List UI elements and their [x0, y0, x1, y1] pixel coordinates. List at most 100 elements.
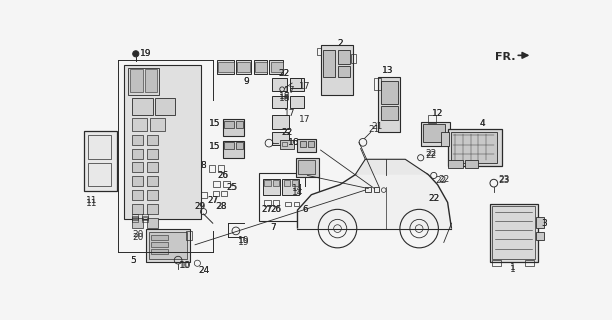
Bar [269, 60, 283, 74]
Bar [151, 242, 168, 247]
Bar [146, 229, 190, 262]
Bar [272, 132, 289, 145]
Text: 5: 5 [130, 256, 136, 265]
Bar [323, 50, 335, 77]
Text: 15: 15 [209, 119, 221, 128]
Text: 14: 14 [292, 184, 303, 193]
Bar [124, 65, 201, 219]
Bar [300, 141, 306, 147]
Bar [321, 44, 353, 95]
Bar [132, 148, 143, 158]
Bar [132, 135, 143, 145]
Text: 3: 3 [541, 219, 547, 228]
Bar [132, 204, 143, 214]
Text: 22: 22 [282, 128, 293, 137]
Text: 21: 21 [371, 123, 382, 132]
Text: 10: 10 [179, 261, 190, 270]
Text: 27: 27 [207, 196, 218, 204]
Text: 6: 6 [302, 205, 308, 214]
Bar [536, 232, 544, 240]
Text: 18: 18 [278, 94, 290, 103]
Bar [381, 81, 398, 104]
Bar [147, 204, 158, 214]
Text: 25: 25 [226, 182, 237, 191]
Text: 22: 22 [425, 151, 436, 160]
Bar [292, 180, 298, 186]
Bar [88, 163, 111, 186]
Text: 9: 9 [243, 77, 248, 86]
Bar [447, 160, 463, 168]
Bar [236, 121, 243, 128]
Bar [272, 78, 288, 91]
Text: 20: 20 [132, 230, 144, 239]
Text: 22: 22 [278, 68, 290, 77]
Text: 12: 12 [432, 109, 443, 118]
Bar [490, 204, 538, 262]
Bar [132, 214, 138, 219]
Text: 22: 22 [428, 194, 439, 203]
Bar [450, 132, 497, 163]
Text: 5: 5 [130, 256, 136, 265]
Text: 19: 19 [140, 49, 152, 58]
Text: 11: 11 [86, 199, 98, 208]
Text: 2: 2 [337, 38, 343, 47]
Text: 9: 9 [243, 77, 248, 86]
Bar [132, 176, 143, 186]
Polygon shape [297, 165, 452, 228]
Bar [201, 192, 207, 198]
Text: 22: 22 [428, 194, 439, 203]
Bar [272, 116, 289, 129]
Bar [289, 78, 304, 91]
Bar [149, 232, 187, 259]
Text: 2: 2 [337, 38, 343, 47]
Text: 23: 23 [498, 176, 510, 185]
Bar [213, 191, 219, 196]
Bar [218, 165, 225, 172]
Text: 4: 4 [479, 119, 485, 128]
Text: 1: 1 [510, 263, 516, 272]
Text: 27: 27 [261, 205, 272, 214]
Bar [297, 139, 316, 152]
Text: 24: 24 [198, 267, 209, 276]
Bar [147, 218, 158, 228]
Bar [338, 66, 350, 77]
Text: 21: 21 [369, 125, 380, 134]
Bar [213, 181, 220, 187]
Bar [465, 160, 479, 168]
Text: 26: 26 [217, 171, 228, 180]
Bar [147, 176, 158, 186]
Bar [223, 119, 244, 136]
Text: 17: 17 [284, 109, 296, 118]
Bar [536, 217, 544, 228]
Bar [491, 260, 501, 266]
Bar [155, 99, 175, 116]
Bar [441, 132, 449, 146]
Bar [150, 118, 165, 131]
Bar [289, 96, 304, 108]
Text: 17: 17 [299, 82, 311, 91]
Bar [365, 187, 371, 192]
Bar [128, 68, 159, 95]
Text: 13: 13 [382, 66, 394, 75]
Bar [264, 200, 271, 206]
Bar [375, 187, 379, 192]
Text: 26: 26 [271, 205, 282, 214]
Bar [283, 180, 289, 186]
Text: 22: 22 [438, 175, 449, 184]
Bar [132, 162, 143, 172]
Bar [259, 173, 319, 221]
Bar [375, 78, 381, 90]
Text: 24: 24 [198, 267, 209, 276]
Bar [132, 215, 138, 220]
Bar [308, 141, 315, 147]
Text: 13: 13 [382, 66, 394, 75]
Bar [381, 106, 398, 120]
Text: 11: 11 [86, 196, 98, 204]
Bar [264, 180, 271, 186]
Text: 23: 23 [498, 175, 510, 184]
Bar [88, 135, 111, 158]
Text: 7: 7 [270, 222, 276, 232]
Text: 19: 19 [238, 236, 249, 245]
Text: 27: 27 [207, 196, 218, 204]
Bar [282, 179, 299, 196]
